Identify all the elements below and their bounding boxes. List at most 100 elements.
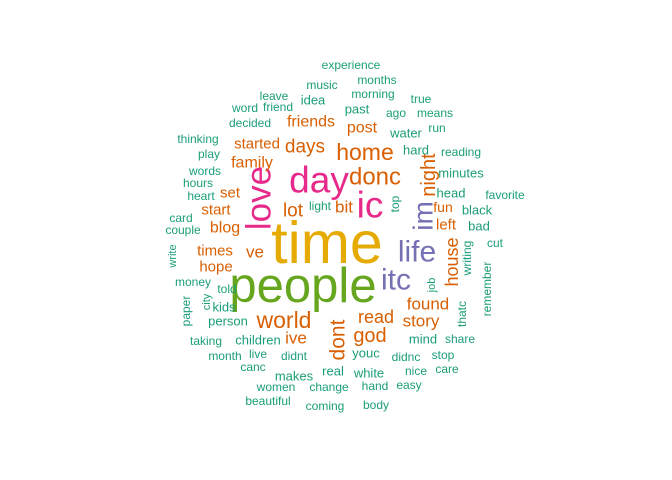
word-donc: donc bbox=[349, 164, 401, 191]
word-taking: taking bbox=[190, 334, 222, 348]
word-live: live bbox=[249, 347, 267, 361]
word-kids: kids bbox=[212, 300, 236, 315]
word-word: word bbox=[231, 101, 258, 115]
word-ve: ve bbox=[246, 243, 264, 262]
word-blog: blog bbox=[210, 220, 240, 237]
word-didnc: didnc bbox=[392, 350, 421, 364]
word-makes: makes bbox=[275, 369, 314, 384]
word-people: people bbox=[229, 259, 376, 313]
word-hours: hours bbox=[183, 176, 213, 190]
word-month: month bbox=[208, 349, 241, 363]
word-read: read bbox=[358, 307, 394, 327]
word-home: home bbox=[336, 139, 394, 165]
word-dont: dont bbox=[327, 319, 350, 360]
word-started: started bbox=[234, 136, 280, 153]
word-card: card bbox=[169, 211, 192, 225]
word-experience: experience bbox=[322, 58, 381, 72]
word-days: days bbox=[285, 137, 325, 158]
word-time: time bbox=[271, 210, 382, 276]
word-body: body bbox=[363, 398, 389, 412]
word-morning: morning bbox=[351, 87, 394, 101]
word-friends: friends bbox=[287, 114, 335, 131]
word-share: share bbox=[445, 332, 475, 346]
word-lot: lot bbox=[283, 201, 304, 222]
word-coming: coming bbox=[306, 399, 345, 413]
word-remember: remember bbox=[480, 262, 494, 317]
word-real: real bbox=[322, 364, 344, 379]
word-god: god bbox=[353, 325, 386, 347]
word-light: light bbox=[309, 199, 332, 213]
word-hand: hand bbox=[362, 379, 389, 393]
word-world: world bbox=[256, 307, 312, 333]
word-write: write bbox=[167, 244, 179, 268]
word-women: women bbox=[256, 380, 296, 394]
word-stop: stop bbox=[432, 348, 455, 362]
word-story: story bbox=[403, 312, 440, 331]
word-day: day bbox=[289, 160, 349, 201]
word-past: past bbox=[345, 102, 370, 117]
word-ic: ic bbox=[357, 185, 384, 226]
word-easy: easy bbox=[396, 378, 421, 392]
word-top: top bbox=[388, 195, 402, 212]
word-set: set bbox=[220, 185, 241, 202]
word-means: means bbox=[417, 106, 453, 120]
word-leave: leave bbox=[260, 89, 289, 103]
word-bit: bit bbox=[335, 198, 353, 217]
word-change: change bbox=[309, 380, 349, 394]
word-didnt: didnt bbox=[281, 349, 308, 363]
word-writing: writing bbox=[460, 241, 474, 277]
word-care: care bbox=[435, 362, 459, 376]
word-idea: idea bbox=[301, 93, 326, 108]
word-paper: paper bbox=[179, 296, 193, 327]
word-told: told bbox=[217, 282, 236, 296]
word-family: family bbox=[231, 155, 273, 172]
word-itc: itc bbox=[381, 264, 411, 297]
word-cut: cut bbox=[487, 236, 504, 250]
word-thinking: thinking bbox=[177, 132, 218, 146]
word-music: music bbox=[306, 78, 337, 92]
word-mind: mind bbox=[409, 332, 437, 347]
word-black: black bbox=[462, 203, 493, 218]
word-minutes: minutes bbox=[438, 166, 484, 181]
word-canc: canc bbox=[240, 360, 265, 374]
word-run: run bbox=[428, 121, 445, 135]
word-white: white bbox=[353, 366, 384, 381]
word-times: times bbox=[197, 243, 233, 260]
word-money: money bbox=[175, 275, 211, 289]
word-play: play bbox=[198, 147, 220, 161]
word-found: found bbox=[407, 295, 450, 314]
word-decided: decided bbox=[229, 116, 271, 130]
word-couple: couple bbox=[165, 223, 201, 237]
word-fun: fun bbox=[433, 199, 452, 215]
word-favorite: favorite bbox=[485, 188, 525, 202]
word-heart: heart bbox=[187, 189, 215, 203]
word-love: love bbox=[240, 166, 279, 230]
word-true: true bbox=[411, 92, 432, 106]
word-hard: hard bbox=[403, 143, 429, 158]
word-night: night bbox=[418, 153, 440, 197]
word-children: children bbox=[235, 333, 281, 348]
word-post: post bbox=[347, 120, 378, 137]
word-water: water bbox=[389, 126, 422, 141]
word-life: life bbox=[398, 236, 436, 269]
word-ago: ago bbox=[386, 106, 406, 120]
word-nice: nice bbox=[405, 364, 427, 378]
word-ive: ive bbox=[285, 329, 307, 348]
word-months: months bbox=[357, 73, 396, 87]
word-hope: hope bbox=[199, 259, 232, 276]
word-words: words bbox=[188, 164, 221, 178]
word-start: start bbox=[201, 202, 231, 219]
word-person: person bbox=[208, 314, 248, 329]
word-youc: youc bbox=[352, 346, 380, 361]
word-house: house bbox=[442, 237, 462, 286]
word-bad: bad bbox=[468, 219, 490, 234]
word-reading: reading bbox=[441, 145, 481, 159]
word-thatc: thatc bbox=[455, 301, 469, 327]
word-im: im bbox=[408, 201, 439, 231]
word-left: left bbox=[436, 217, 457, 234]
word-city: city bbox=[201, 293, 213, 310]
word-beautiful: beautiful bbox=[245, 394, 290, 408]
word-job: job bbox=[426, 278, 438, 294]
word-head: head bbox=[437, 186, 466, 201]
